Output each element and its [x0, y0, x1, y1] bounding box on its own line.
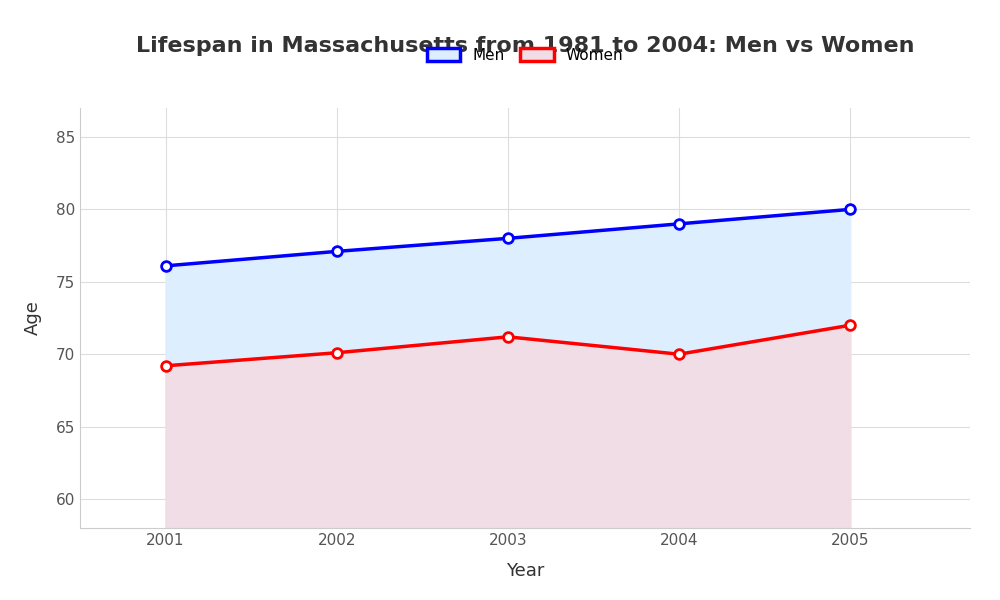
Y-axis label: Age: Age	[24, 301, 42, 335]
X-axis label: Year: Year	[506, 562, 544, 580]
Legend: Men, Women: Men, Women	[419, 40, 631, 70]
Title: Lifespan in Massachusetts from 1981 to 2004: Men vs Women: Lifespan in Massachusetts from 1981 to 2…	[136, 37, 914, 56]
